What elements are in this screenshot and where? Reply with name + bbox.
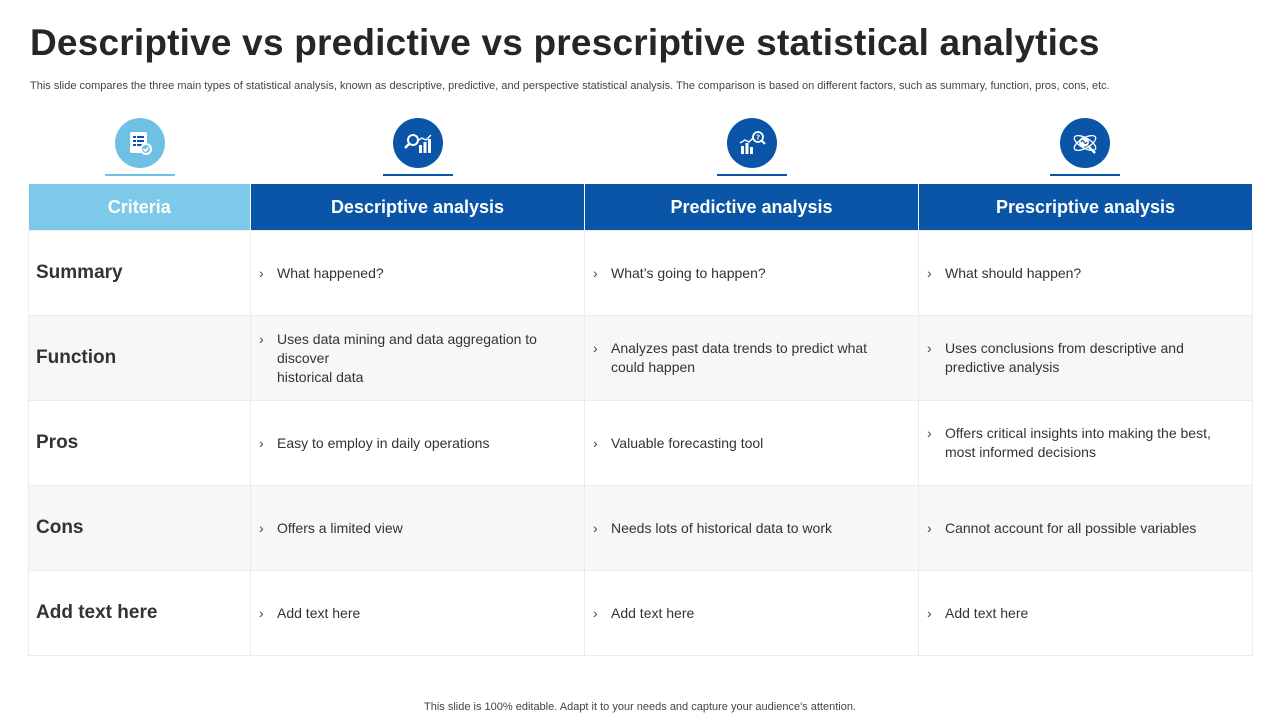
bullet-icon: › [927,264,932,281]
table-cell: › What should happen? [918,230,1253,316]
icon-underline [717,174,787,176]
comparison-table: Criteria Descriptive analysis Predictive… [28,184,1253,656]
table-header-row: Criteria Descriptive analysis Predictive… [28,184,1253,231]
table-row-pros: Pros › Easy to employ in daily operations… [28,400,1253,486]
bullet-icon: › [927,519,932,536]
table-row-add-text: Add text here › Add text here › Add text h… [28,570,1253,656]
report-checklist-icon [115,118,165,168]
slide-subtitle: This slide compares the three main types… [30,80,1110,92]
cell-text: Offers a limited view [277,519,403,536]
header-prescriptive: Prescriptive analysis [918,184,1253,231]
bullet-icon: › [593,340,598,356]
criteria-icon-block [105,115,175,177]
magnifier-chart-icon [393,118,443,168]
header-descriptive: Descriptive analysis [250,184,585,231]
cell-text: Uses data mining and data aggregation to… [277,330,537,385]
cell-text: Analyzes past data trends to predict wha… [611,340,868,375]
bullet-icon: › [927,340,932,356]
row-label: Cons [28,485,251,571]
icon-row: ? [0,115,1280,177]
cell-text: Uses conclusions from descriptive and pr… [945,340,1184,375]
table-cell: › Uses conclusions from descriptive and p… [918,315,1253,401]
slide-title: Descriptive vs predictive vs prescriptiv… [30,22,1100,63]
header-criteria: Criteria [28,184,251,231]
table-cell: › Offers a limited view [250,485,585,571]
row-label: Function [28,315,251,401]
table-cell: › Add text here [250,570,585,656]
bullet-icon: › [593,434,598,451]
bullet-icon: › [259,434,264,451]
descriptive-icon-block [383,115,453,177]
cell-text: Easy to employ in daily operations [277,434,490,451]
bullet-icon: › [259,330,264,347]
bullet-icon: › [593,604,598,621]
header-predictive: Predictive analysis [584,184,919,231]
table-cell: › Analyzes past data trends to predict wh… [584,315,919,401]
svg-text:?: ? [756,134,760,142]
row-label: Pros [28,400,251,486]
bullet-icon: › [927,425,932,441]
icon-underline [1050,174,1120,176]
table-cell: › Easy to employ in daily operations [250,400,585,486]
icon-underline [383,174,453,176]
table-cell: › Offers critical insights into making th… [918,400,1253,486]
slide-footer: This slide is 100% editable. Adapt it to… [424,701,856,713]
bullet-icon: › [259,604,264,621]
cell-text: Add text here [945,604,1029,621]
table-row-function: Function › Uses data mining and data aggr… [28,315,1253,401]
bullet-icon: › [927,604,932,621]
cell-text: What happened? [277,264,384,281]
bullet-icon: › [259,519,264,536]
icon-underline [105,174,175,176]
brain-magnifier-icon [1060,118,1110,168]
cell-text: Offers critical insights into making the… [945,425,1211,460]
bullet-icon: › [259,264,264,281]
bullet-icon: › [593,264,598,281]
bar-chart-question-icon: ? [727,118,777,168]
table-cell: › Uses data mining and data aggregation t… [250,315,585,401]
cell-text: Add text here [611,604,695,621]
cell-text: Add text here [277,604,361,621]
cell-text: What’s going to happen? [611,264,766,281]
table-cell: › Add text here [918,570,1253,656]
table-cell: › Cannot account for all possible variabl… [918,485,1253,571]
table-cell: › What happened? [250,230,585,316]
bullet-icon: › [593,519,598,536]
table-cell: › Needs lots of historical data to work [584,485,919,571]
cell-text: Valuable forecasting tool [611,434,764,451]
predictive-icon-block: ? [717,115,787,177]
table-cell: › What’s going to happen? [584,230,919,316]
cell-text: Needs lots of historical data to work [611,519,832,536]
row-label: Summary [28,230,251,316]
prescriptive-icon-block [1050,115,1120,177]
table-row-cons: Cons › Offers a limited view › Needs lots … [28,485,1253,571]
row-label: Add text here [28,570,251,656]
table-row-summary: Summary › What happened? › What’s going to… [28,230,1253,316]
cell-text: What should happen? [945,264,1082,281]
table-cell: › Valuable forecasting tool [584,400,919,486]
cell-text: Cannot account for all possible variable… [945,519,1197,536]
table-cell: › Add text here [584,570,919,656]
